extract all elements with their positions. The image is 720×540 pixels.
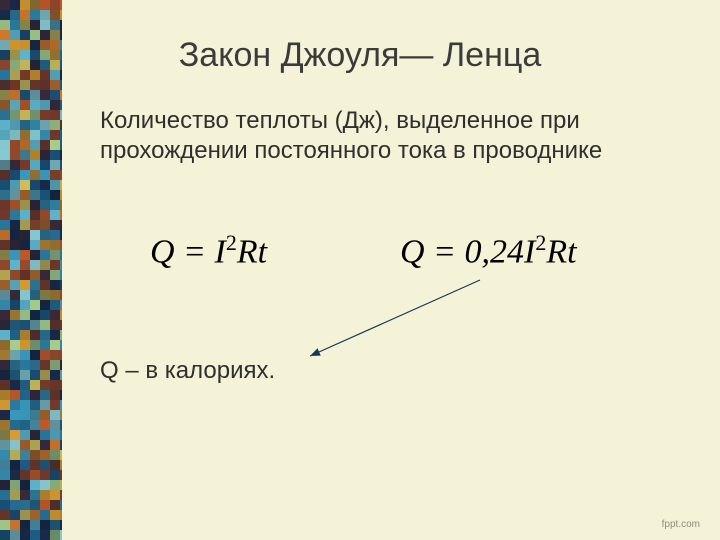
footer-credit: fppt.com — [662, 519, 700, 530]
formula-2-tail: Rt — [546, 233, 576, 270]
formula-2-exp: 2 — [535, 230, 546, 255]
formula-calories: Q = 0,24I2Rt — [400, 230, 577, 271]
formula-1-tail: Rt — [237, 233, 267, 270]
arrow-pointer — [0, 0, 720, 540]
formula-joules: Q = I2Rt — [150, 230, 267, 271]
formula-1-exp: 2 — [226, 230, 237, 255]
formula-1-base: Q = I — [150, 233, 226, 270]
slide-title: Закон Джоуля— Ленца — [0, 36, 720, 75]
description-text: Количество теплоты (Дж), выделенное при … — [100, 106, 660, 166]
formula-2-base: Q = 0,24I — [400, 233, 535, 270]
calories-caption: Q – в калориях. — [100, 356, 275, 386]
decorative-sidebar — [0, 0, 62, 540]
